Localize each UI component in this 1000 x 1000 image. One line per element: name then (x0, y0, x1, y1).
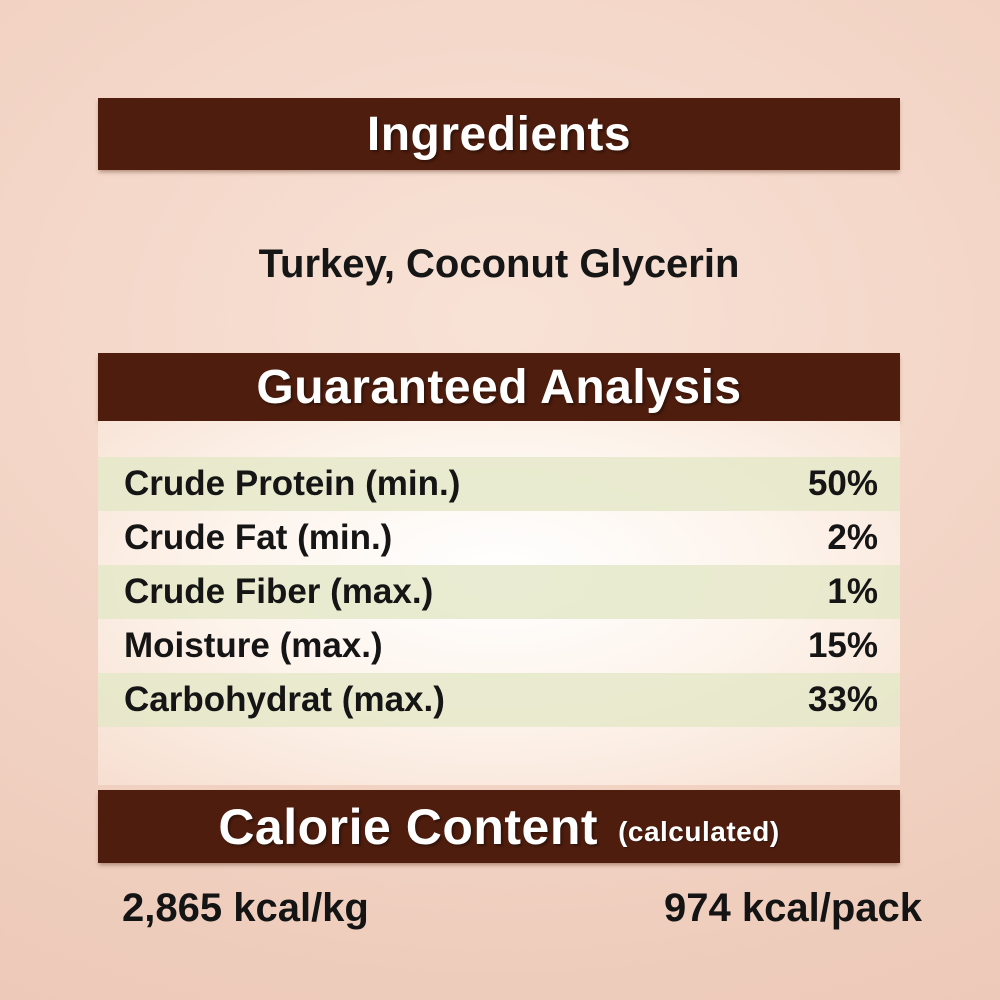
row-label: Moisture (max.) (124, 626, 383, 665)
row-value: 50% (807, 464, 878, 503)
table-row: Crude Fiber (max.) 1% (98, 565, 900, 619)
calorie-content-title: Calorie Content (218, 798, 599, 855)
table-row: Crude Protein (min.) 50% (98, 457, 900, 511)
calorie-content-header: Calorie Content (calculated) (98, 790, 900, 863)
row-value: 2% (827, 518, 878, 557)
table-row: Moisture (max.) 15% (98, 619, 900, 673)
guaranteed-analysis-title: Guaranteed Analysis (256, 360, 742, 414)
table-row: Crude Fat (min.) 2% (98, 511, 900, 565)
calorie-per-pack: 974 kcal/pack (664, 886, 922, 930)
table-row: Carbohydrat (max.) 33% (98, 673, 900, 727)
analysis-table: Crude Protein (min.) 50% Crude Fat (min.… (98, 421, 900, 785)
row-value: 33% (807, 680, 878, 719)
calorie-per-kg: 2,865 kcal/kg (122, 886, 369, 930)
calorie-content-subtitle: (calculated) (618, 815, 780, 847)
ingredients-header: Ingredients (98, 98, 900, 170)
guaranteed-analysis-header: Guaranteed Analysis (98, 353, 900, 421)
row-value: 15% (807, 626, 878, 665)
calorie-values-row: 2,865 kcal/kg 974 kcal/pack (98, 886, 922, 931)
row-label: Crude Fiber (max.) (124, 572, 434, 611)
row-label: Crude Protein (min.) (124, 464, 461, 503)
row-value: 1% (827, 572, 878, 611)
row-label: Carbohydrat (max.) (124, 680, 445, 719)
ingredients-title: Ingredients (366, 107, 632, 161)
row-label: Crude Fat (min.) (124, 518, 393, 557)
ingredients-list: Turkey, Coconut Glycerin (258, 242, 740, 286)
